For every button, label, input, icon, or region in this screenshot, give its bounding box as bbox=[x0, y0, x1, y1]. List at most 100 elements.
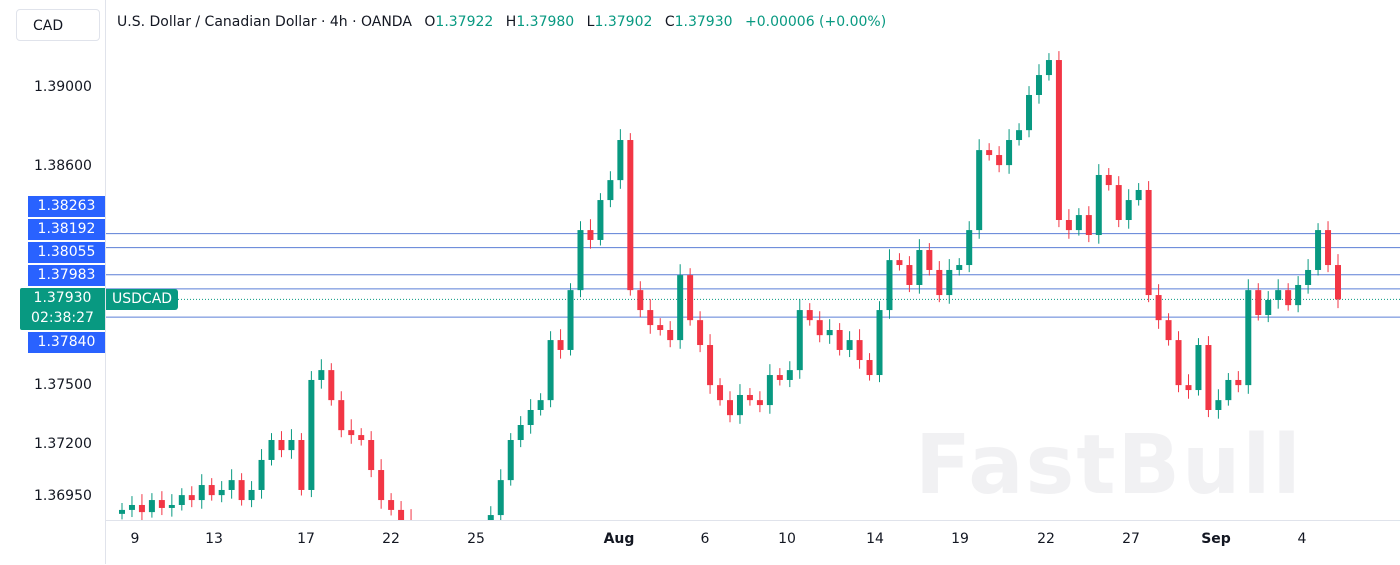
candle-body bbox=[148, 500, 155, 513]
candle-body bbox=[776, 375, 783, 380]
candle-body bbox=[228, 480, 235, 490]
candle-body bbox=[1325, 230, 1332, 266]
candle-body bbox=[487, 515, 494, 520]
candle-body bbox=[1275, 290, 1282, 300]
candle-body bbox=[328, 370, 335, 401]
time-axis[interactable]: 9 13 17 22 25 Aug 6 10 14 19 22 27 Sep 4 bbox=[106, 520, 1400, 565]
candle-body bbox=[1175, 340, 1182, 386]
candle-body bbox=[1155, 295, 1162, 321]
time-tick: 13 bbox=[205, 531, 223, 547]
candle-body bbox=[138, 504, 145, 513]
candle-body bbox=[796, 310, 803, 371]
high-label: H bbox=[505, 14, 517, 30]
candle-body bbox=[1245, 290, 1252, 386]
low-value: 1.37902 bbox=[594, 14, 653, 30]
candle-body bbox=[976, 150, 983, 231]
candle-body bbox=[1016, 130, 1023, 141]
currency-button[interactable]: CAD bbox=[16, 9, 100, 41]
candle-body bbox=[707, 345, 714, 386]
candle-body bbox=[956, 265, 963, 270]
candle-body bbox=[896, 260, 903, 266]
level-label: 1.37840 bbox=[28, 332, 105, 353]
candle-body bbox=[736, 394, 743, 416]
candle-body bbox=[1115, 185, 1122, 221]
low-label: L bbox=[586, 14, 595, 30]
close-value: 1.37930 bbox=[674, 14, 733, 30]
candle-body bbox=[657, 325, 664, 331]
candle-body bbox=[647, 310, 654, 326]
symbol-title: U.S. Dollar / Canadian Dollar · 4h · OAN… bbox=[117, 14, 412, 30]
time-tick: 25 bbox=[467, 531, 485, 547]
candlestick-chart[interactable] bbox=[106, 0, 1400, 520]
candle-body bbox=[1285, 290, 1292, 306]
close-label: C bbox=[664, 14, 675, 30]
time-tick: 19 bbox=[951, 531, 969, 547]
candle-body bbox=[128, 504, 135, 510]
candle-body bbox=[926, 250, 933, 270]
candle-body bbox=[916, 250, 923, 285]
time-tick: Sep bbox=[1201, 531, 1231, 547]
candle-body bbox=[1045, 60, 1052, 76]
candle-body bbox=[946, 269, 953, 296]
candle-body bbox=[1185, 385, 1192, 391]
candle-body bbox=[597, 200, 604, 240]
price-tick: 1.37200 bbox=[34, 436, 92, 452]
symbol-tag: USDCAD bbox=[106, 289, 179, 310]
candle-body bbox=[846, 340, 853, 350]
candle-body bbox=[966, 230, 973, 266]
candle-body bbox=[697, 320, 704, 346]
time-tick: 9 bbox=[130, 531, 140, 547]
candle-body bbox=[727, 400, 733, 416]
candle-body bbox=[936, 269, 943, 296]
candle-body bbox=[278, 440, 285, 451]
candle-body bbox=[188, 495, 195, 501]
candle-countdown: 02:38:27 bbox=[31, 310, 94, 326]
time-tick: 22 bbox=[1037, 531, 1055, 547]
current-price-label: 1.37930 02:38:27 bbox=[20, 288, 105, 330]
price-tick: 1.37500 bbox=[34, 377, 92, 393]
candle-body bbox=[806, 310, 813, 321]
candle-body bbox=[1255, 290, 1262, 316]
candle-body bbox=[1205, 345, 1212, 410]
candle-body bbox=[746, 394, 753, 401]
candle-body bbox=[168, 504, 175, 508]
candle-body bbox=[268, 440, 275, 460]
candle-body bbox=[547, 340, 554, 401]
candle-body bbox=[308, 379, 315, 490]
candle-body bbox=[1265, 299, 1272, 316]
candle-body bbox=[517, 425, 524, 441]
time-tick: Aug bbox=[603, 531, 635, 547]
candle-body bbox=[1225, 379, 1232, 401]
candle-body bbox=[348, 430, 355, 436]
candle-body bbox=[1055, 60, 1062, 221]
candle-body bbox=[1026, 94, 1033, 131]
candle-body bbox=[567, 290, 574, 350]
candle-body bbox=[388, 500, 395, 510]
candle-body bbox=[826, 330, 833, 336]
candle-body bbox=[836, 330, 843, 350]
candle-body bbox=[248, 489, 255, 501]
candle-body bbox=[1095, 174, 1102, 236]
candle-body bbox=[816, 320, 823, 336]
candle-body bbox=[338, 400, 345, 431]
candle-body bbox=[866, 360, 873, 376]
candle-body bbox=[198, 485, 205, 501]
candle-body bbox=[577, 230, 584, 291]
candle-body bbox=[258, 459, 265, 490]
candle-body bbox=[1165, 320, 1172, 341]
price-tick: 1.36950 bbox=[34, 488, 92, 504]
candle-body bbox=[587, 230, 594, 240]
candle-body bbox=[119, 509, 125, 514]
price-tick: 1.38600 bbox=[34, 158, 92, 174]
candle-body bbox=[1145, 189, 1152, 296]
time-tick: 6 bbox=[700, 531, 710, 547]
change-value: +0.00006 (+0.00%) bbox=[744, 14, 887, 30]
open-label: O bbox=[424, 14, 436, 30]
candle-body bbox=[1335, 265, 1341, 300]
candle-body bbox=[687, 275, 694, 321]
candle-body bbox=[1305, 269, 1312, 285]
price-axis[interactable]: CAD 1.39000 1.38600 1.37500 1.37200 1.36… bbox=[0, 0, 106, 564]
level-label: 1.38263 bbox=[28, 196, 105, 217]
candle-body bbox=[607, 180, 614, 201]
candle-body bbox=[667, 330, 674, 341]
